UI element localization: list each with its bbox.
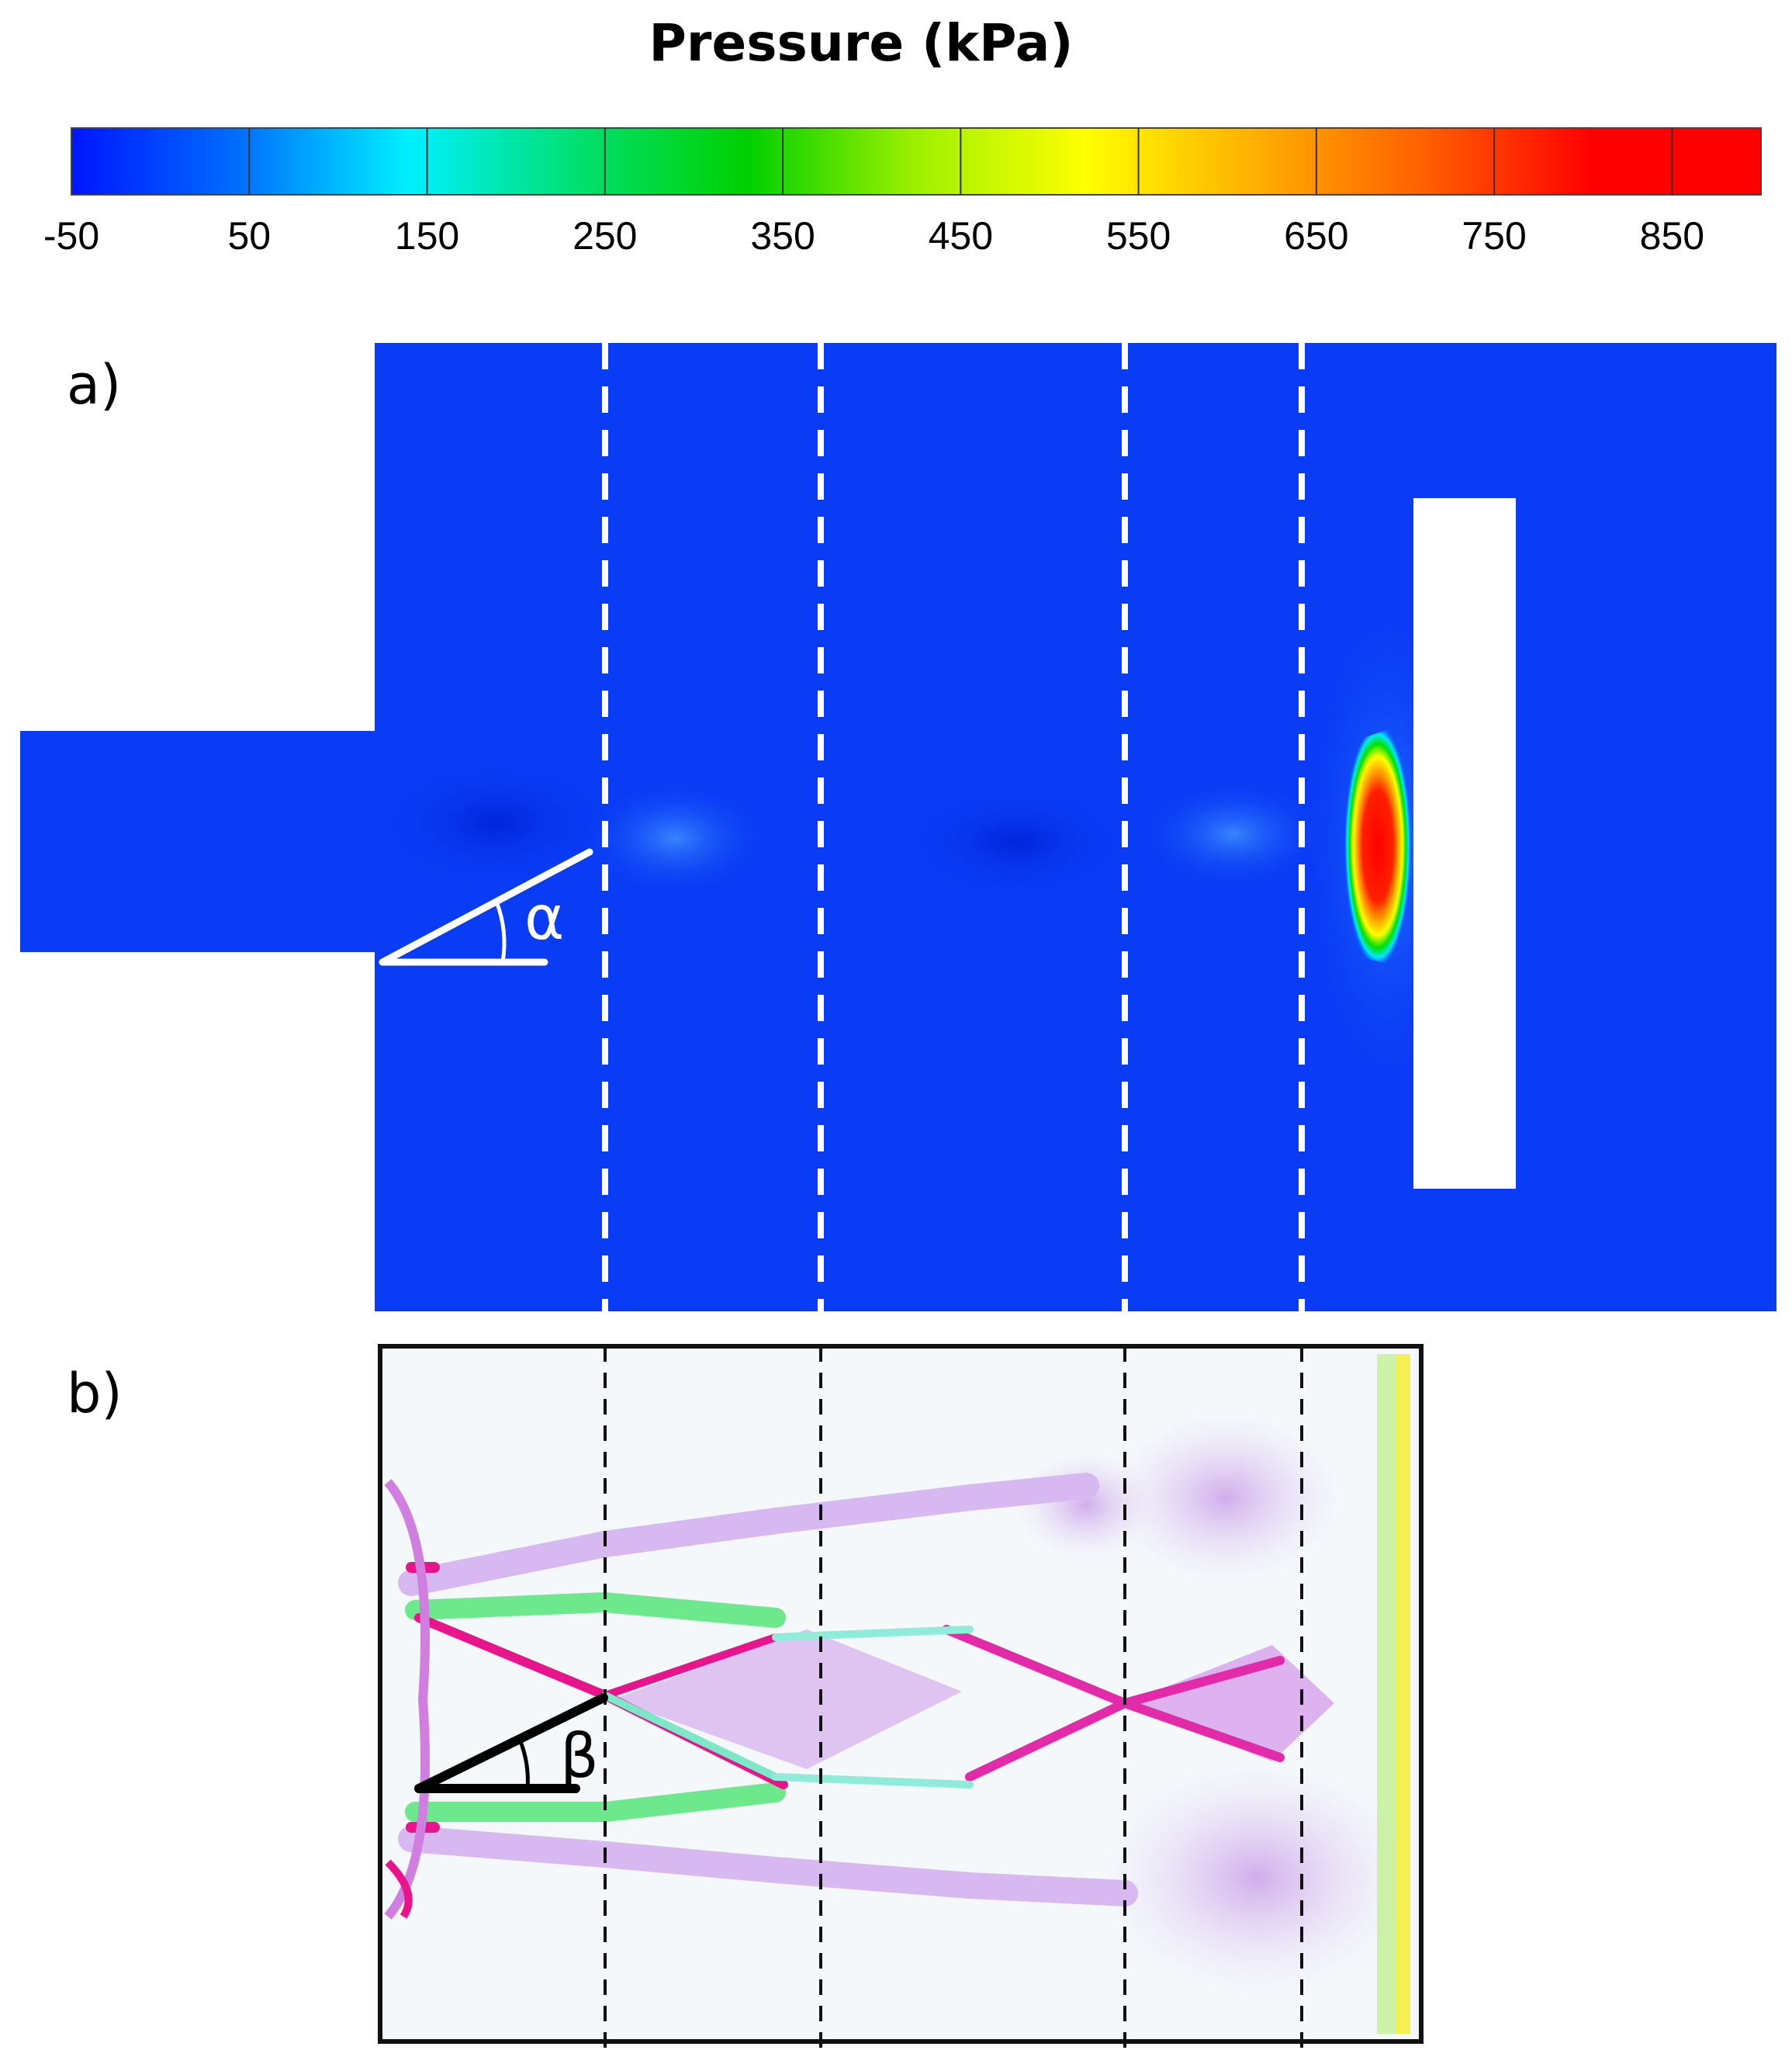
colorbar-tick-label: 250 — [573, 214, 637, 258]
beta-arc — [517, 1739, 530, 1789]
jet-boundary-upper-green — [405, 1591, 786, 1628]
colorbar-tick-label: 750 — [1462, 214, 1526, 258]
alpha-ray — [379, 848, 593, 966]
pressure-field — [20, 343, 1776, 1311]
schlieren-haze — [1109, 1412, 1342, 1583]
low-pressure-zone — [372, 757, 621, 888]
stagnation-pressure-zone — [1344, 722, 1412, 970]
shock-cell-diamond-1 — [613, 1629, 962, 1769]
colorbar-bar — [71, 127, 1762, 196]
schlieren-image — [378, 1344, 1424, 2044]
colorbar-ticks: -50 50 150 250 350 450 550 650 750 850 — [43, 128, 1704, 258]
low-pressure-zone-2 — [900, 784, 1133, 900]
target-plate — [1413, 498, 1516, 1189]
jet-boundary-lower — [398, 1826, 1138, 1906]
nozzle-domain — [20, 731, 381, 952]
colorbar-title: Pressure (kPa) — [649, 13, 1074, 73]
nozzle-exit-shock-red — [385, 1859, 413, 1919]
schlieren-frame — [378, 1344, 1424, 2044]
angle-alpha-marker: α — [379, 848, 593, 966]
colorbar-tick-label: -50 — [43, 214, 99, 258]
colorbar-tick-label: 650 — [1284, 214, 1348, 258]
reference-lines-a — [602, 343, 1305, 1311]
jet-boundary-lower-green — [405, 1782, 786, 1822]
expansion-fan — [601, 1692, 780, 1781]
schlieren-haze — [1102, 1761, 1412, 1994]
panel-b: b) — [67, 1344, 1424, 2057]
colorbar: Pressure (kPa) -50 50 150 250 350 450 550 650 75… — [43, 13, 1762, 258]
reference-lines-b — [604, 1346, 1303, 2057]
schlieren-haze — [1016, 1451, 1156, 1560]
colorbar-tick-label: 550 — [1106, 214, 1171, 258]
colorbar-tick-label: 850 — [1640, 214, 1704, 258]
shock-cell-diamond-2 — [1125, 1645, 1334, 1761]
colorbar-tick-label: 50 — [227, 214, 271, 258]
oblique-shock — [601, 1633, 780, 1699]
wall-layer-yellow — [1396, 1354, 1410, 2034]
colorbar-tick-label: 450 — [929, 214, 993, 258]
angle-beta-marker: β — [414, 1693, 608, 1793]
alpha-arc — [494, 901, 507, 963]
colorbar-tick-label: 350 — [750, 214, 815, 258]
shock-cell-2 — [1140, 780, 1327, 888]
panel-a: a) α — [20, 343, 1776, 1311]
expansion-fan — [772, 1626, 974, 1641]
alpha-label: α — [524, 884, 564, 954]
panel-a-label: a) — [67, 353, 121, 417]
beta-label: β — [560, 1722, 599, 1792]
shock-cell-1 — [582, 780, 768, 896]
expansion-fan — [772, 1773, 974, 1789]
beta-ray — [414, 1693, 608, 1793]
jet-boundary-upper — [398, 1473, 1099, 1596]
panel-b-label: b) — [67, 1362, 123, 1425]
nozzle-exit-shock — [384, 1479, 430, 1920]
colorbar-tick-label: 150 — [395, 214, 459, 258]
